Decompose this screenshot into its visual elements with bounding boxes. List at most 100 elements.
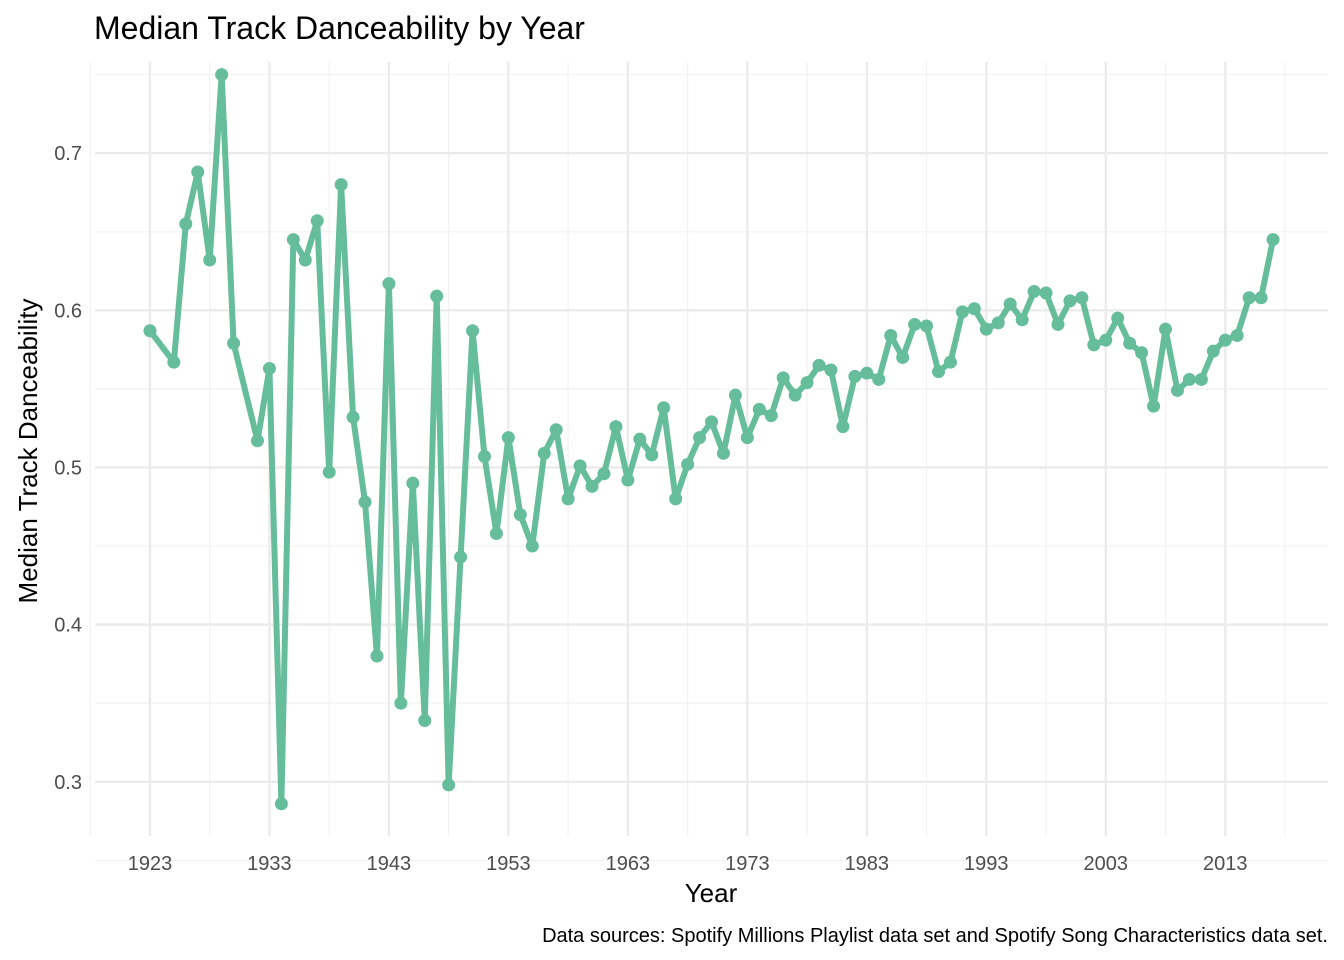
data-point	[179, 217, 193, 231]
data-point	[812, 358, 826, 372]
x-tick-label: 1923	[128, 853, 173, 875]
data-point	[227, 336, 241, 350]
data-point	[716, 446, 730, 460]
data-point	[764, 409, 778, 423]
data-point	[740, 431, 754, 445]
data-point	[1230, 328, 1244, 342]
data-point	[1147, 399, 1161, 413]
data-point	[215, 68, 229, 82]
data-point	[896, 350, 910, 364]
x-tick-label: 1933	[247, 853, 292, 875]
data-point	[1075, 291, 1089, 305]
data-point	[1015, 313, 1029, 327]
data-point	[143, 324, 157, 338]
y-tick-label: 0.4	[54, 615, 82, 637]
x-axis-title: Year	[685, 878, 738, 908]
x-tick-label: 2003	[1084, 853, 1129, 875]
data-point	[477, 449, 491, 463]
data-point	[501, 431, 515, 445]
data-point	[800, 376, 814, 390]
data-point	[884, 328, 898, 342]
data-point	[1159, 322, 1173, 336]
data-point	[657, 401, 671, 415]
data-point	[1135, 346, 1149, 360]
data-point	[1266, 233, 1280, 247]
data-point	[418, 713, 432, 727]
data-point	[442, 778, 456, 792]
data-point	[394, 696, 408, 710]
data-point	[1111, 311, 1125, 325]
data-point	[1194, 372, 1208, 386]
series-point-layer	[143, 68, 1280, 811]
data-point	[752, 402, 766, 416]
data-point	[1242, 291, 1256, 305]
data-point	[549, 423, 563, 437]
y-tick-label: 0.3	[54, 772, 82, 794]
data-point	[1218, 333, 1232, 347]
y-axis-title: Median Track Danceability	[13, 299, 43, 604]
data-point	[1087, 338, 1101, 352]
data-point	[860, 366, 874, 380]
data-point	[872, 372, 886, 386]
data-point	[1027, 284, 1041, 298]
data-point	[1051, 317, 1065, 331]
x-tick-label: 1983	[845, 853, 890, 875]
data-point	[979, 322, 993, 336]
data-point	[1170, 383, 1184, 397]
data-point	[609, 420, 623, 434]
data-point	[967, 302, 981, 316]
data-point	[1099, 333, 1113, 347]
data-point	[633, 432, 647, 446]
x-axis-ticks: 1923 1933 1943 1953 1963 1973 1983 1993 2003 2013	[128, 853, 1248, 875]
grid	[89, 62, 1328, 861]
data-point	[955, 305, 969, 319]
data-point	[525, 539, 539, 553]
data-point	[991, 316, 1005, 330]
data-point	[454, 550, 468, 564]
y-tick-label: 0.7	[54, 143, 82, 165]
x-tick-label: 1973	[725, 853, 770, 875]
data-point	[693, 431, 707, 445]
data-point	[310, 214, 324, 228]
data-point	[1182, 372, 1196, 386]
data-point	[537, 446, 551, 460]
data-point	[466, 324, 480, 338]
x-tick-label: 1953	[486, 853, 531, 875]
data-point	[681, 457, 695, 471]
data-point	[286, 233, 300, 247]
data-point	[346, 410, 360, 424]
data-point	[1123, 336, 1137, 350]
data-point	[1063, 294, 1077, 308]
data-point	[824, 363, 838, 377]
data-point	[776, 371, 790, 385]
data-point	[358, 495, 372, 509]
data-point	[513, 508, 527, 522]
data-point	[262, 361, 276, 375]
data-point	[788, 388, 802, 402]
y-tick-label: 0.5	[54, 457, 82, 479]
chart-caption: Data sources: Spotify Millions Playlist …	[542, 925, 1328, 947]
data-point	[489, 526, 503, 540]
data-point	[274, 797, 288, 811]
data-point	[705, 415, 718, 429]
data-point	[298, 253, 312, 267]
chart-title: Median Track Danceability by Year	[94, 10, 585, 46]
data-point	[573, 459, 587, 473]
data-point	[669, 492, 683, 506]
data-point	[322, 465, 336, 479]
data-point	[203, 253, 217, 267]
data-point	[191, 165, 205, 179]
data-point	[1254, 291, 1268, 305]
data-point	[561, 492, 575, 506]
data-point	[597, 467, 611, 481]
data-point	[728, 388, 742, 402]
data-point	[1039, 286, 1053, 300]
data-point	[1003, 297, 1017, 311]
data-point	[585, 479, 599, 493]
data-point	[920, 319, 934, 333]
data-point	[430, 289, 444, 303]
data-point	[836, 420, 850, 434]
data-point	[908, 317, 922, 331]
x-tick-label: 1993	[964, 853, 1009, 875]
